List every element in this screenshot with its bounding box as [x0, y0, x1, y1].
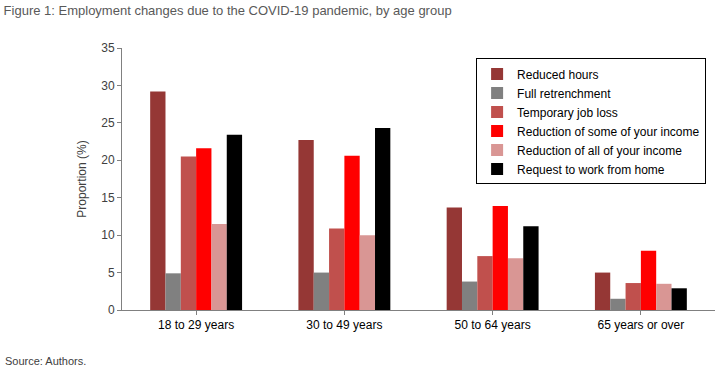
- svg-text:Reduction of all of your incom: Reduction of all of your income: [517, 144, 682, 158]
- svg-text:50 to 64 years: 50 to 64 years: [455, 318, 531, 332]
- svg-text:10: 10: [101, 228, 115, 242]
- svg-text:35: 35: [101, 41, 115, 55]
- svg-text:Reduction of some of your inco: Reduction of some of your income: [517, 125, 699, 139]
- svg-text:Request to work from home: Request to work from home: [517, 163, 665, 177]
- svg-text:65 years or over: 65 years or over: [598, 318, 685, 332]
- svg-text:Full retrenchment: Full retrenchment: [517, 87, 611, 101]
- svg-text:15: 15: [101, 191, 115, 205]
- svg-text:Proportion (%): Proportion (%): [75, 140, 89, 217]
- svg-text:Reduced hours: Reduced hours: [517, 68, 598, 82]
- svg-text:30: 30: [101, 79, 115, 93]
- svg-text:5: 5: [108, 266, 115, 280]
- svg-text:Source: Authors.: Source: Authors.: [5, 355, 86, 365]
- svg-text:20: 20: [101, 153, 115, 167]
- svg-text:30 to 49 years: 30 to 49 years: [306, 318, 382, 332]
- svg-text:25: 25: [101, 116, 115, 130]
- svg-text:18 to 29 years: 18 to 29 years: [158, 318, 234, 332]
- svg-text:Temporary job loss: Temporary job loss: [517, 106, 618, 120]
- svg-text:0: 0: [108, 303, 115, 317]
- svg-text:Figure 1: Employment changes d: Figure 1: Employment changes due to the …: [4, 3, 452, 18]
